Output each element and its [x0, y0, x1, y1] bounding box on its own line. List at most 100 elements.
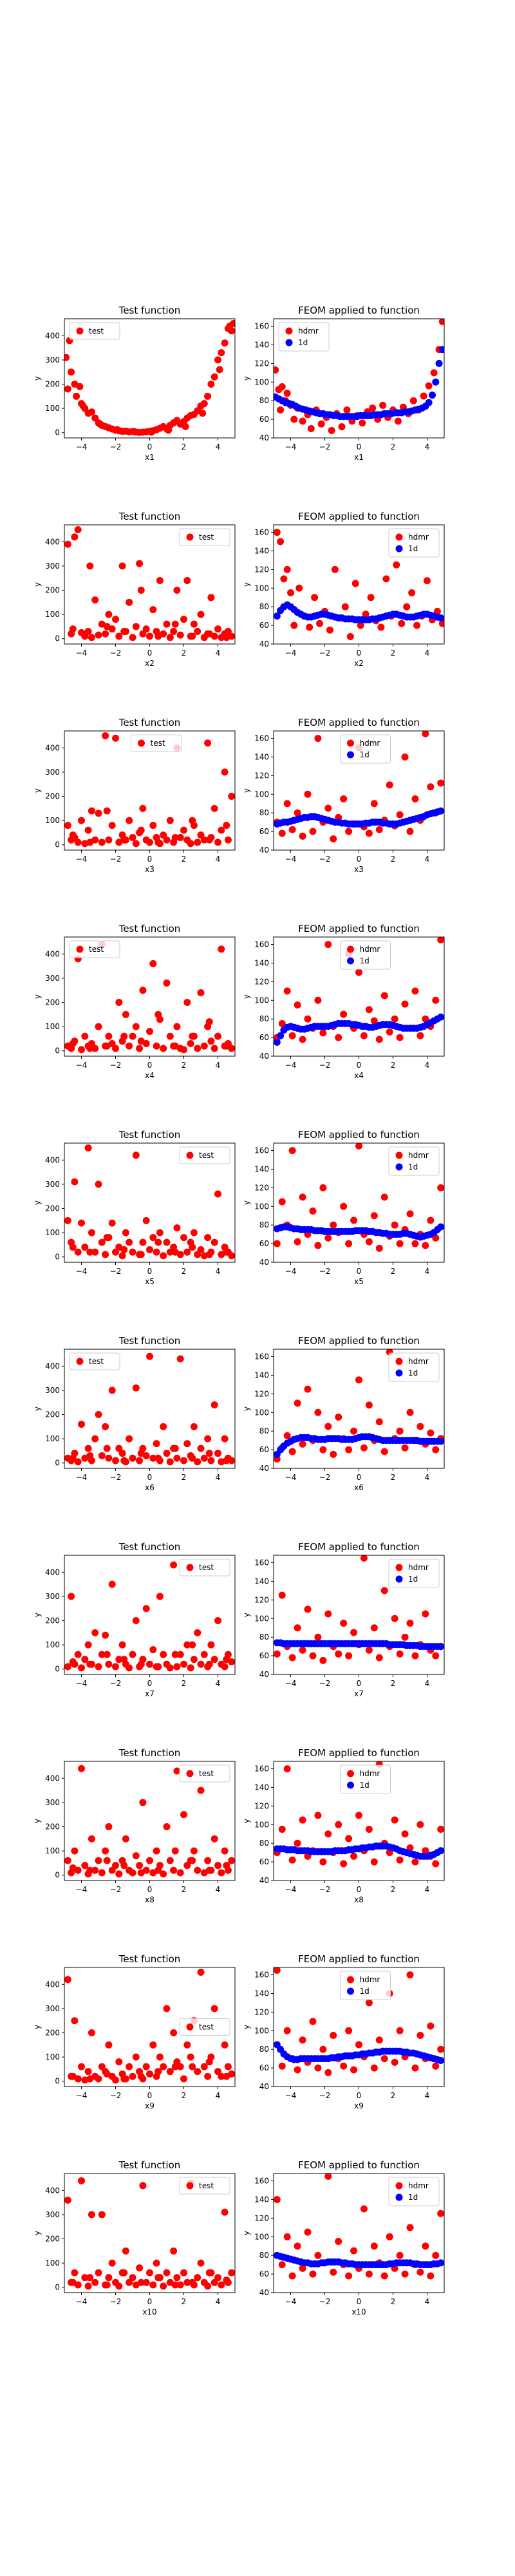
data-point-test — [137, 2072, 145, 2080]
y-tick-label: 60 — [259, 2063, 269, 2072]
data-point-test — [74, 838, 82, 846]
data-point-hdmr — [283, 1432, 291, 1439]
data-point-hdmr — [409, 397, 417, 404]
data-point-1d — [274, 612, 281, 620]
y-tick-label: 60 — [259, 1445, 269, 1454]
data-point-hdmr — [357, 621, 364, 629]
y-tick-label: 160 — [254, 1765, 269, 1774]
data-point-test — [228, 1457, 235, 1464]
data-point-hdmr — [324, 1610, 332, 1618]
data-point-test — [170, 627, 178, 635]
legend-label-test: test — [199, 533, 214, 542]
data-point-hdmr — [290, 415, 298, 423]
data-point-test — [149, 960, 157, 967]
data-point-test — [163, 979, 171, 987]
data-point-test — [154, 2274, 162, 2282]
x-tick-label: 4 — [216, 442, 221, 451]
chart-panel-1: Test function −4 −2 0 2 4 0 100 200 300 400 x1 y test — [33, 305, 236, 462]
x-axis-label: x5 — [354, 1277, 364, 1286]
data-point-hdmr — [330, 835, 337, 843]
y-tick-label: 400 — [45, 743, 60, 752]
data-point-hdmr — [369, 404, 377, 412]
x-tick-label: 4 — [425, 2297, 430, 2306]
legend: hdmr 1d — [278, 322, 330, 352]
data-point-test — [200, 2063, 208, 2070]
data-point-test — [81, 1244, 89, 1251]
data-point-test — [71, 533, 79, 541]
data-point-hdmr — [278, 383, 286, 391]
data-point-1d — [437, 1223, 444, 1231]
data-point-test — [180, 1660, 187, 1668]
data-point-test — [137, 587, 145, 594]
data-point-hdmr — [401, 1000, 409, 1008]
y-tick-label: 160 — [254, 734, 269, 743]
data-point-test — [95, 2075, 102, 2083]
data-point-test — [126, 1042, 133, 1050]
data-point-hdmr — [396, 1650, 404, 1658]
y-tick-label: 0 — [55, 2077, 60, 2086]
data-point-test — [207, 1457, 215, 1464]
legend: test — [131, 734, 182, 752]
data-point-hdmr — [299, 1193, 306, 1201]
data-point-test — [204, 739, 212, 747]
data-point-hdmr — [432, 2062, 440, 2070]
legend-label-test: test — [199, 1769, 214, 1778]
chart-panel-5: Test function −4 −2 0 2 4 0 100 200 300 400 x3 y test — [33, 717, 236, 874]
data-point-test — [103, 623, 111, 630]
data-point-test — [71, 2269, 79, 2277]
data-point-test — [214, 1617, 221, 1625]
data-point-hdmr — [319, 1029, 327, 1037]
legend: test — [69, 322, 120, 340]
data-point-hdmr — [319, 1446, 327, 1454]
x-tick-label: 0 — [147, 1679, 153, 1688]
legend: hdmr 1d — [388, 1352, 440, 1382]
data-point-test — [146, 1245, 153, 1253]
data-point-hdmr — [406, 828, 414, 835]
y-tick-label: 100 — [45, 404, 60, 413]
data-point-test — [137, 1450, 145, 1457]
data-point-hdmr — [365, 829, 373, 837]
data-point-test — [223, 1656, 230, 1663]
data-point-hdmr — [396, 2027, 404, 2034]
data-point-hdmr — [413, 621, 421, 629]
data-point-test — [197, 1786, 205, 1794]
data-point-test — [98, 1238, 106, 1246]
x-axis-label: x7 — [145, 1689, 154, 1698]
data-point-test — [163, 1823, 171, 1831]
x-axis-label: x5 — [145, 1277, 154, 1286]
x-tick-label: 4 — [425, 855, 430, 864]
data-point-test — [132, 840, 140, 848]
data-point-test — [187, 1039, 194, 1047]
data-point-test — [170, 2029, 178, 2037]
data-point-test — [102, 732, 109, 740]
x-tick-label: −4 — [285, 1061, 297, 1070]
legend-label-1d: 1d — [408, 1575, 418, 1584]
chart-panel-12: FEOM applied to function −4 −2 0 2 4 40 60 80 100… — [242, 1335, 445, 1492]
data-point-test — [74, 526, 82, 534]
data-point-test — [69, 831, 77, 839]
legend-marker-hdmr — [347, 1976, 354, 1984]
data-point-hdmr — [396, 1034, 404, 1041]
data-point-hdmr — [278, 829, 286, 837]
data-point-test — [189, 1032, 196, 1040]
x-tick-label: 0 — [147, 442, 153, 451]
data-point-hdmr — [288, 1654, 296, 1662]
y-tick-label: 100 — [45, 1640, 60, 1649]
y-tick-label: 40 — [259, 1670, 269, 1679]
data-point-hdmr — [365, 2270, 373, 2278]
x-tick-label: −4 — [76, 1473, 88, 1482]
data-point-test — [176, 833, 184, 841]
data-point-hdmr — [370, 2242, 378, 2250]
data-point-hdmr — [314, 1242, 322, 1249]
data-point-test — [113, 426, 121, 433]
data-point-hdmr — [406, 1210, 414, 1218]
x-tick-label: 0 — [357, 1061, 362, 1070]
data-point-hdmr — [294, 1399, 301, 1407]
legend-marker-1d — [347, 1987, 354, 1995]
x-tick-label: −2 — [110, 1473, 122, 1482]
plot-area — [64, 2177, 235, 2290]
data-point-hdmr — [294, 2066, 301, 2074]
data-point-hdmr — [396, 1427, 404, 1435]
data-point-test — [102, 630, 109, 638]
data-point-test — [126, 1435, 133, 1443]
